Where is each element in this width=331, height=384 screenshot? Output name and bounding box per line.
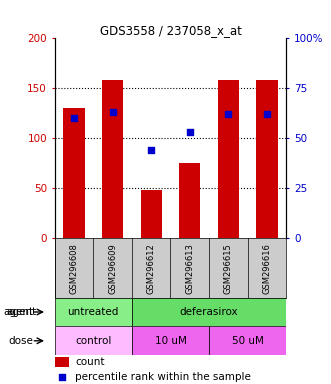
Text: agent: agent [6, 307, 36, 317]
Text: GSM296612: GSM296612 [147, 243, 156, 294]
Bar [55, 298, 132, 326]
Title: GDS3558 / 237058_x_at: GDS3558 / 237058_x_at [100, 24, 241, 37]
Point [187, 129, 192, 135]
Bar [209, 326, 286, 355]
Bar [257, 80, 278, 238]
Text: GSM296613: GSM296613 [185, 243, 194, 294]
Text: GSM296616: GSM296616 [262, 243, 271, 294]
Text: GSM296608: GSM296608 [70, 243, 78, 294]
Bar [132, 298, 286, 326]
Text: agent: agent [3, 307, 33, 317]
Point [226, 111, 231, 118]
Bar [132, 326, 209, 355]
Text: control: control [75, 336, 112, 346]
Bar [102, 80, 123, 238]
Point [149, 147, 154, 153]
Point [110, 109, 115, 115]
Text: dose: dose [9, 336, 34, 346]
Text: 10 uM: 10 uM [155, 336, 186, 346]
Text: percentile rank within the sample: percentile rank within the sample [75, 372, 251, 382]
Point [264, 111, 270, 118]
Bar [218, 80, 239, 238]
Text: GSM296615: GSM296615 [224, 243, 233, 294]
Point [59, 374, 64, 380]
Point [71, 115, 76, 121]
Bar [55, 357, 69, 367]
Text: GSM296609: GSM296609 [108, 243, 117, 294]
Bar [141, 190, 162, 238]
Text: deferasirox: deferasirox [180, 307, 238, 317]
Text: 50 uM: 50 uM [232, 336, 263, 346]
Bar [55, 326, 132, 355]
Text: count: count [75, 358, 105, 367]
Bar [63, 108, 84, 238]
Text: untreated: untreated [68, 307, 119, 317]
Bar [179, 163, 200, 238]
